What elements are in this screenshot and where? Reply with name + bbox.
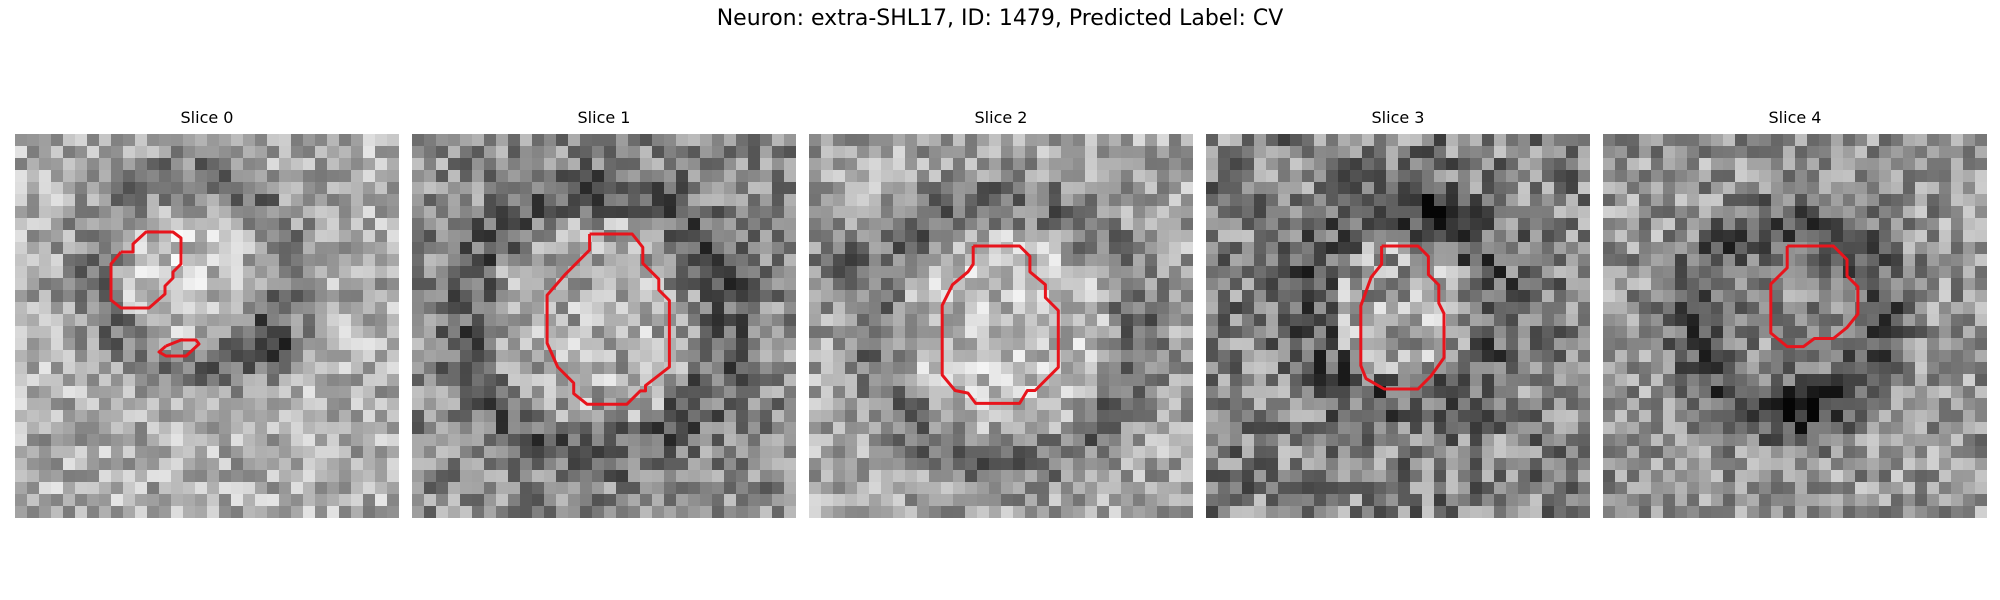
roi-contour bbox=[1359, 244, 1446, 391]
slice-title: Slice 2 bbox=[974, 108, 1028, 127]
slice-image bbox=[1603, 134, 1987, 518]
roi-contour bbox=[1769, 244, 1860, 349]
roi-contour bbox=[157, 338, 201, 358]
figure-title: Neuron: extra-SHL17, ID: 1479, Predicted… bbox=[716, 6, 1284, 31]
roi-contour bbox=[545, 232, 671, 406]
slice-image bbox=[809, 134, 1193, 518]
roi-contour bbox=[940, 244, 1060, 405]
slice-title: Slice 3 bbox=[1371, 108, 1425, 127]
pixel-grid bbox=[412, 134, 796, 518]
pixel-grid bbox=[1603, 134, 1987, 518]
roi-contour bbox=[109, 230, 183, 310]
slice-image bbox=[1206, 134, 1590, 518]
slice-image bbox=[412, 134, 796, 518]
pixel-grid bbox=[809, 134, 1193, 518]
slice-title: Slice 1 bbox=[577, 108, 631, 127]
pixel-grid bbox=[1206, 134, 1590, 518]
slice-title: Slice 0 bbox=[180, 108, 234, 127]
pixel-grid bbox=[15, 134, 399, 518]
slice-title: Slice 4 bbox=[1768, 108, 1822, 127]
slice-image bbox=[15, 134, 399, 518]
